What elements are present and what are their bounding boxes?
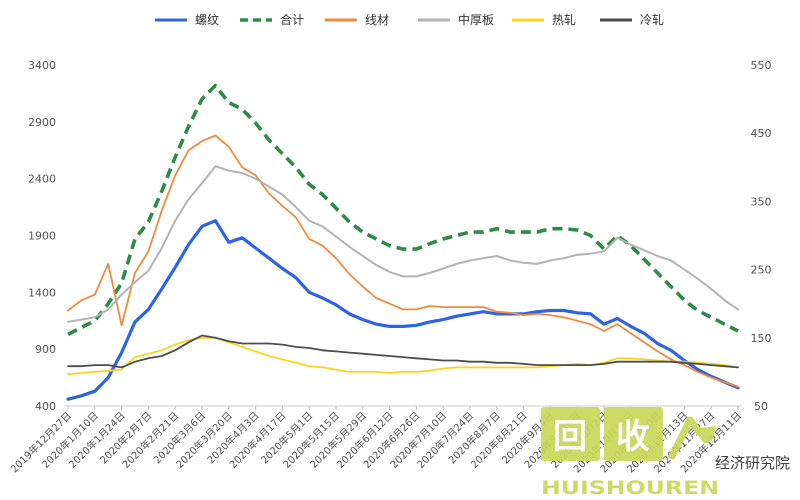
left-tick-label: 3400 [28,59,56,72]
left-tick-label: 900 [35,343,56,356]
series-line-冷轧 [67,334,739,369]
left-tick-label: 2900 [28,116,56,129]
left-tick-label: 1900 [28,230,56,243]
left-tick-label: 400 [35,400,56,413]
series-line-热轧 [67,336,739,376]
watermark-latin-text: HUISHOUREN [541,477,719,499]
legend-label-冷轧: 冷轧 [640,13,664,27]
watermark-char-2: 收 [616,417,650,457]
legend-label-热轧: 热轧 [552,13,576,27]
series-line-合计 [67,83,739,337]
legend-label-合计: 合计 [280,12,304,27]
watermark-char-1: 回 [553,417,587,457]
right-tick-label: 350 [751,195,772,208]
legend: 螺纹 合计 线材 中厚板 热轧 冷轧 [155,12,664,27]
right-y-axis: 50 150 250 350 450 550 [751,59,772,413]
series-line-螺纹 [66,219,740,401]
series-line-中厚板 [67,165,739,323]
right-tick-label: 450 [751,127,772,140]
right-tick-label: 550 [751,59,772,72]
left-tick-label: 1400 [28,286,56,299]
legend-label-螺纹: 螺纹 [195,13,219,27]
watermark-logo: 回 收 经济研究院 HUISHOUREN [541,407,790,499]
legend-label-线材: 线材 [365,13,389,27]
plot-area [66,83,740,401]
legend-label-中厚板: 中厚板 [458,12,494,27]
watermark-tail-text: 经济研究院 [715,454,790,472]
left-y-axis: 400 900 1400 1900 2400 2900 3400 [28,59,56,413]
recycle-arrowhead-icon [700,426,716,442]
right-tick-label: 250 [751,264,772,277]
watermark-box-1 [541,407,600,461]
right-tick-label: 50 [754,400,768,413]
right-tick-label: 150 [751,332,772,345]
watermark-box-2 [604,407,663,461]
series-line-线材 [67,134,739,388]
left-tick-label: 2400 [28,173,56,186]
